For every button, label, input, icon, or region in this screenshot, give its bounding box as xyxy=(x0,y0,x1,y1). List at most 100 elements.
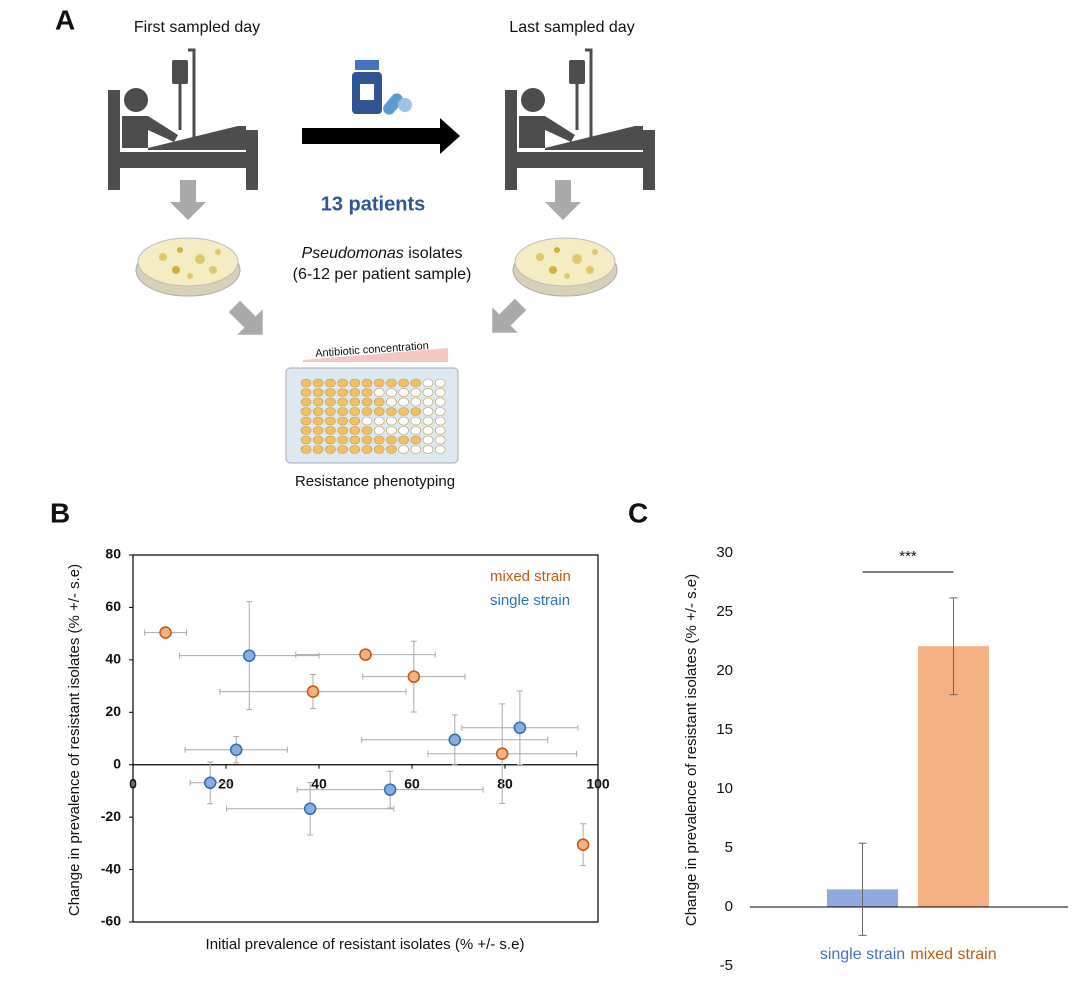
well xyxy=(300,435,312,445)
well xyxy=(434,416,446,426)
caption: Pseudomonas isolates xyxy=(302,245,463,262)
y-tick-label: -20 xyxy=(101,808,121,824)
well xyxy=(434,426,446,435)
well xyxy=(434,435,446,445)
well xyxy=(312,378,324,388)
point xyxy=(303,802,317,816)
well xyxy=(410,378,422,388)
well xyxy=(337,435,348,445)
well xyxy=(386,407,397,416)
well xyxy=(361,397,373,407)
y-tick-label: -5 xyxy=(720,957,733,974)
well xyxy=(349,445,361,454)
y-tick-label: 0 xyxy=(113,755,121,771)
well xyxy=(410,388,422,397)
well xyxy=(422,378,434,388)
x-tick-label: 0 xyxy=(129,775,137,791)
well xyxy=(337,407,348,416)
point xyxy=(203,776,217,790)
well xyxy=(386,426,397,435)
error-bar xyxy=(858,842,867,936)
well xyxy=(349,397,361,407)
y-tick-label: 40 xyxy=(105,651,121,667)
well xyxy=(325,378,336,388)
caption: (6-12 per patient sample) xyxy=(293,266,472,283)
well xyxy=(325,388,336,397)
well xyxy=(337,426,348,435)
panel-label: C xyxy=(628,497,648,528)
well xyxy=(349,407,361,416)
well xyxy=(386,445,397,454)
point xyxy=(383,783,397,796)
well xyxy=(349,378,361,388)
y-tick-label: 15 xyxy=(716,721,733,738)
well xyxy=(373,407,385,416)
well xyxy=(312,397,324,407)
well xyxy=(312,445,324,454)
well xyxy=(312,388,324,397)
y-tick-label: 10 xyxy=(716,780,733,797)
point xyxy=(359,648,372,661)
well xyxy=(422,388,434,397)
point xyxy=(495,747,509,761)
well xyxy=(325,426,336,435)
legend-label: single strain xyxy=(490,592,570,609)
legend-label: mixed strain xyxy=(490,568,571,585)
y-tick-label: 25 xyxy=(716,603,733,620)
well xyxy=(434,407,446,416)
caption: Last sampled day xyxy=(509,19,634,36)
well xyxy=(361,435,373,445)
well xyxy=(398,426,409,435)
y-tick-label: 20 xyxy=(716,662,733,679)
well xyxy=(361,416,373,426)
well xyxy=(373,397,385,407)
y-tick-label: 20 xyxy=(105,703,121,719)
well xyxy=(422,426,434,435)
well xyxy=(410,435,422,445)
well xyxy=(325,416,336,426)
well xyxy=(434,397,446,407)
well xyxy=(337,445,348,454)
significance-label: *** xyxy=(899,548,917,565)
y-tick-label: 0 xyxy=(725,898,733,915)
well xyxy=(361,426,373,435)
well xyxy=(337,416,348,426)
well xyxy=(312,407,324,416)
well xyxy=(325,435,336,445)
well xyxy=(361,378,373,388)
well xyxy=(434,445,446,454)
well xyxy=(398,416,409,426)
y-tick-label: 80 xyxy=(105,546,121,562)
x-tick-label: 20 xyxy=(218,775,234,791)
well xyxy=(312,426,324,435)
well xyxy=(300,426,312,435)
x-tick-label: 60 xyxy=(404,775,420,791)
well xyxy=(325,445,336,454)
x-tick-label: 80 xyxy=(497,775,513,791)
point xyxy=(229,743,243,757)
well xyxy=(361,445,373,454)
well xyxy=(398,397,409,407)
well xyxy=(410,416,422,426)
well xyxy=(373,445,385,454)
well xyxy=(410,397,422,407)
y-axis-label: Change in prevalence of resistant isolat… xyxy=(66,564,83,916)
well xyxy=(386,388,397,397)
caption: isolates xyxy=(408,245,462,262)
well xyxy=(398,407,409,416)
well xyxy=(349,435,361,445)
well xyxy=(300,378,312,388)
well xyxy=(398,445,409,454)
well xyxy=(349,426,361,435)
well xyxy=(373,426,385,435)
well xyxy=(337,397,348,407)
well xyxy=(312,416,324,426)
well xyxy=(410,407,422,416)
well xyxy=(398,388,409,397)
well xyxy=(386,435,397,445)
well xyxy=(373,388,385,397)
well xyxy=(300,445,312,454)
well xyxy=(386,416,397,426)
well xyxy=(300,388,312,397)
panel-label: B xyxy=(50,497,70,528)
